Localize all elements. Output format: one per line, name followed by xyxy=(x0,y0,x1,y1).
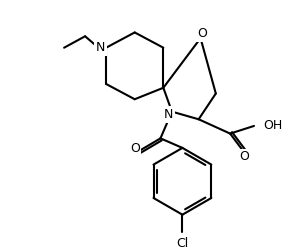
Text: OH: OH xyxy=(263,120,283,132)
Text: N: N xyxy=(96,41,105,54)
Text: O: O xyxy=(239,150,249,163)
Text: O: O xyxy=(130,142,140,155)
Text: Cl: Cl xyxy=(176,237,189,250)
Text: N: N xyxy=(164,108,173,121)
Text: O: O xyxy=(197,27,207,40)
